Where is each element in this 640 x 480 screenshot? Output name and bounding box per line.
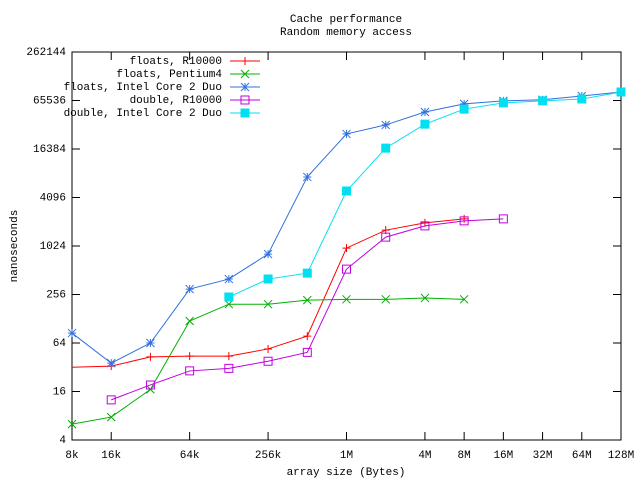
marker (303, 332, 312, 341)
marker (241, 57, 249, 65)
legend-label: double, Intel Core 2 Duo (64, 108, 222, 120)
marker (67, 328, 77, 338)
marker (460, 214, 469, 223)
marker (342, 244, 351, 253)
y-tick-label: 4096 (40, 192, 66, 204)
marker (240, 82, 250, 92)
marker (185, 366, 195, 376)
y-tick-label: 64 (53, 338, 67, 350)
x-tick-label: 8M (458, 450, 471, 462)
marker (185, 316, 194, 326)
y-tick-label: 65536 (33, 95, 66, 107)
y-tick-label: 1024 (40, 241, 67, 253)
marker (145, 380, 155, 390)
marker (264, 344, 273, 353)
marker (302, 347, 312, 357)
marker (420, 293, 430, 303)
y-tick-label: 256 (46, 289, 66, 301)
marker (302, 295, 312, 305)
marker (420, 107, 430, 117)
marker (342, 294, 351, 304)
marker (185, 352, 194, 361)
y-tick-label: 16384 (33, 144, 66, 156)
legend-label: floats, Intel Core 2 Duo (64, 82, 222, 94)
marker (538, 96, 548, 106)
marker (224, 352, 233, 361)
x-tick-label: 256k (255, 450, 282, 462)
marker (498, 214, 508, 224)
marker (302, 172, 312, 182)
marker (342, 129, 351, 139)
marker (459, 216, 469, 226)
legend-label: floats, R10000 (130, 56, 222, 68)
y-tick-label: 262144 (26, 47, 66, 59)
marker (381, 294, 391, 304)
marker (459, 104, 469, 114)
marker (263, 356, 273, 366)
marker (106, 412, 116, 422)
x-axis-label: array size (Bytes) (287, 467, 406, 479)
marker (577, 94, 587, 104)
marker (342, 264, 351, 274)
y-tick-label: 4 (59, 435, 66, 447)
marker (459, 99, 469, 109)
marker (240, 95, 250, 105)
x-tick-label: 16M (493, 450, 513, 462)
marker (240, 69, 250, 79)
marker (106, 358, 116, 368)
legend-label: floats, Pentium4 (116, 69, 222, 81)
marker (381, 120, 391, 130)
x-tick-label: 32M (533, 450, 553, 462)
marker (224, 363, 234, 373)
x-tick-label: 4M (418, 450, 431, 462)
y-tick-label: 16 (53, 386, 66, 398)
marker (381, 143, 391, 153)
marker (263, 249, 273, 259)
marker (106, 395, 116, 405)
marker (146, 338, 155, 348)
marker (420, 221, 430, 231)
marker (302, 268, 312, 278)
marker (185, 284, 194, 294)
marker (224, 292, 234, 302)
marker (498, 98, 508, 108)
marker (342, 186, 351, 196)
marker (616, 87, 626, 97)
marker (381, 232, 391, 242)
marker (146, 352, 155, 361)
marker (67, 419, 77, 429)
x-tick-label: 8k (65, 450, 79, 462)
legend-label: double, R10000 (130, 95, 222, 107)
marker (240, 108, 250, 118)
marker (263, 274, 273, 284)
series-line (111, 218, 504, 401)
marker (224, 274, 234, 284)
marker (420, 119, 430, 129)
y-axis-label: nanoseconds (9, 210, 21, 283)
x-tick-label: 128M (608, 450, 634, 462)
marker (459, 294, 469, 304)
chart-title: Cache performance (290, 14, 402, 26)
x-tick-label: 1M (340, 450, 353, 462)
x-tick-label: 64k (180, 450, 200, 462)
chart-subtitle: Random memory access (280, 27, 412, 39)
marker (263, 299, 273, 309)
x-tick-label: 64M (572, 450, 592, 462)
x-tick-label: 16k (101, 450, 121, 462)
